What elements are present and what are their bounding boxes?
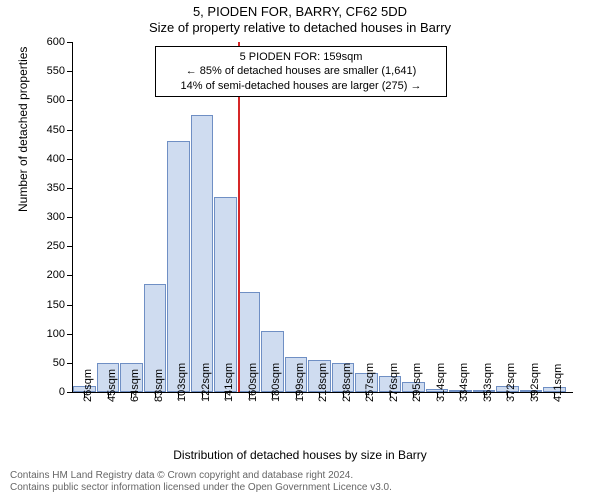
y-tick-label: 550: [25, 65, 65, 77]
y-tick-label: 500: [25, 94, 65, 106]
y-tick: [67, 130, 73, 131]
y-tick: [67, 100, 73, 101]
credit-text: Contains HM Land Registry data © Crown c…: [10, 470, 392, 494]
y-tick-label: 350: [25, 182, 65, 194]
y-tick-label: 50: [25, 357, 65, 369]
y-tick: [67, 159, 73, 160]
y-tick: [67, 188, 73, 189]
y-tick: [67, 71, 73, 72]
chart-plot-area: 05010015020025030035040045050055060026sq…: [72, 42, 573, 393]
y-tick: [67, 392, 73, 393]
chart-title-line1: 5, PIODEN FOR, BARRY, CF62 5DD: [0, 4, 600, 19]
y-tick-label: 250: [25, 240, 65, 252]
x-axis-label: Distribution of detached houses by size …: [0, 448, 600, 462]
y-tick: [67, 217, 73, 218]
histogram-bar: [167, 141, 190, 392]
y-tick: [67, 246, 73, 247]
y-tick: [67, 363, 73, 364]
y-tick: [67, 42, 73, 43]
y-tick-label: 150: [25, 299, 65, 311]
histogram-bar: [191, 115, 214, 392]
annotation-line2: ← 85% of detached houses are smaller (1,…: [162, 64, 440, 78]
y-tick-label: 200: [25, 269, 65, 281]
chart-title-line2: Size of property relative to detached ho…: [0, 20, 600, 35]
y-tick-label: 300: [25, 211, 65, 223]
y-tick-label: 450: [25, 124, 65, 136]
y-tick: [67, 275, 73, 276]
y-tick-label: 100: [25, 328, 65, 340]
y-tick: [67, 334, 73, 335]
annotation-line1: 5 PIODEN FOR: 159sqm: [162, 50, 440, 64]
y-tick: [67, 305, 73, 306]
y-tick-label: 0: [25, 386, 65, 398]
y-tick-label: 600: [25, 36, 65, 48]
credit-line1: Contains HM Land Registry data © Crown c…: [10, 470, 392, 482]
y-tick-label: 400: [25, 153, 65, 165]
credit-line2: Contains public sector information licen…: [10, 482, 392, 494]
annotation-box: 5 PIODEN FOR: 159sqm ← 85% of detached h…: [155, 46, 447, 97]
annotation-line3: 14% of semi-detached houses are larger (…: [162, 79, 440, 93]
